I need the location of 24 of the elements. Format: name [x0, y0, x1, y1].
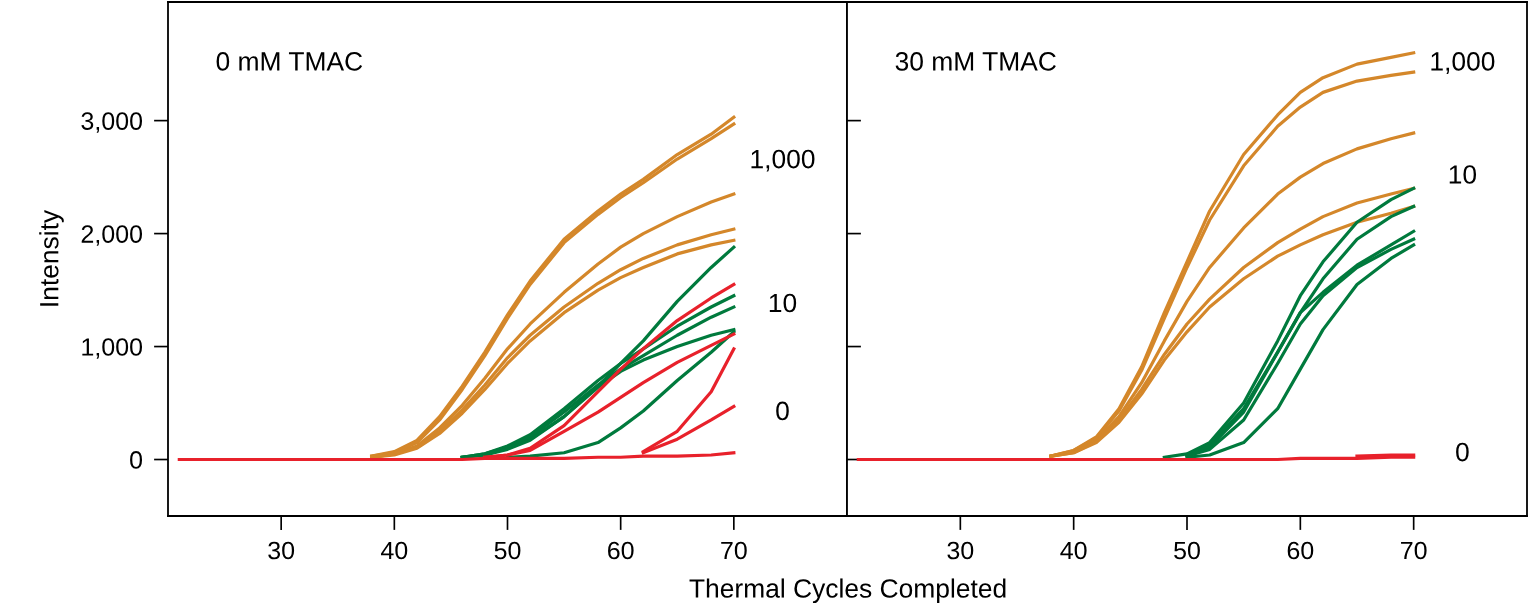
annotation: 10: [769, 293, 797, 313]
x-tick-label: 50: [494, 541, 521, 560]
x-tick-label: 30: [947, 541, 974, 560]
x-tick-label: 40: [1060, 541, 1087, 560]
text: 0 mM TMAC: [216, 52, 363, 71]
annotation: 1,000: [751, 149, 815, 172]
y-axis-title: Intensity: [39, 209, 64, 306]
y-tick-label: 0: [130, 451, 143, 469]
x-tick-label: 60: [608, 541, 634, 560]
y-tick-label: 3,000: [81, 112, 143, 133]
y-tick-label: 1,000: [82, 338, 143, 359]
x-tick-label: 30: [268, 541, 295, 560]
annotation: 0: [1456, 442, 1469, 462]
text: 30 mM TMAC: [895, 52, 1056, 71]
x-tick-label: 60: [1287, 541, 1314, 560]
x-axis-title: Thermal Cycles Completed: [689, 578, 1006, 604]
annotation: 1,000: [1431, 52, 1495, 74]
x-tick-label: 70: [721, 541, 747, 560]
y-tick-label: 2,000: [81, 225, 143, 246]
x-tick-label: 50: [1174, 541, 1200, 560]
annotation: 10: [1449, 165, 1477, 184]
x-tick-label: 70: [1401, 541, 1427, 560]
annotation: 0: [776, 401, 789, 421]
x-tick-label: 40: [381, 541, 408, 560]
